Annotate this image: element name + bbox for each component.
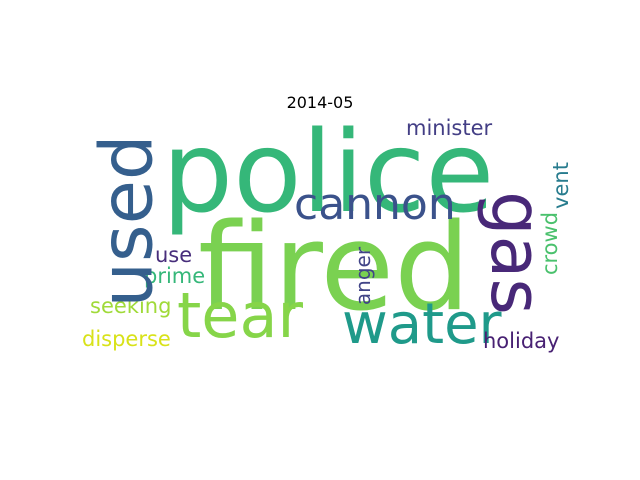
word-tear: tear bbox=[177, 279, 303, 352]
word-fired: fired bbox=[198, 199, 471, 338]
word-cannon: cannon bbox=[294, 179, 456, 230]
chart-title: 2014-05 bbox=[286, 93, 354, 112]
word-use: use bbox=[155, 243, 193, 267]
word-cloud: police fired tear water cannon minister … bbox=[80, 108, 573, 357]
word-vent: vent bbox=[548, 162, 573, 209]
word-seeking: seeking bbox=[90, 294, 172, 318]
word-anger: anger bbox=[351, 246, 376, 306]
word-holiday: holiday bbox=[483, 329, 560, 353]
word-prime: prime bbox=[144, 264, 206, 288]
word-police: police bbox=[162, 108, 495, 238]
word-used: used bbox=[84, 134, 169, 308]
word-minister: minister bbox=[406, 116, 493, 140]
word-crowd: crowd bbox=[538, 211, 563, 276]
word-water: water bbox=[342, 292, 502, 357]
word-disperse: disperse bbox=[82, 327, 171, 351]
